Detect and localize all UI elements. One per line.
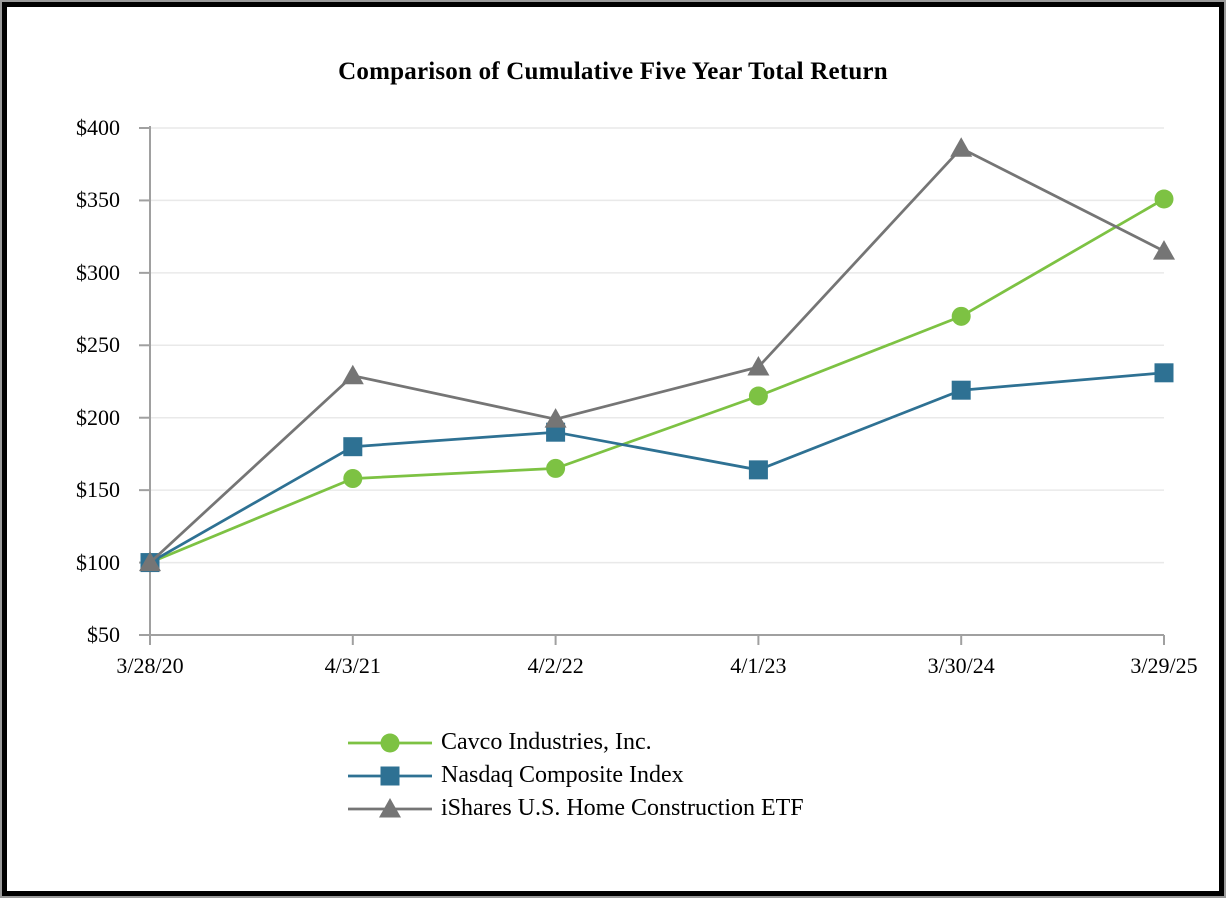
legend-swatch-square-icon [348,766,432,785]
y-tick-label: $50 [87,622,120,647]
data-point-nasdaq-composite-index [951,380,971,400]
y-tick-label: $300 [76,259,120,285]
chart-title: Comparison of Cumulative Five Year Total… [338,58,888,85]
legend-marker-square-icon [380,766,400,785]
data-point-cavco-industries-inc [546,458,566,478]
x-tick-label: 3/28/20 [116,653,184,678]
data-point-nasdaq-composite-index [748,460,768,480]
y-tick-label: $400 [76,115,120,140]
data-point-ishares-u-s-home-construction-etf [1153,240,1175,260]
legend-label: Cavco Industries, Inc. [441,729,652,755]
y-tick-label: $100 [76,549,120,575]
data-point-ishares-u-s-home-construction-etf [950,137,973,157]
y-tick-label: $150 [76,477,120,503]
series-line-nasdaq-composite-index [149,371,1165,564]
x-tick-label: 4/3/21 [324,653,381,678]
legend-swatch-triangle-icon [348,797,432,817]
legend-label: iShares U.S. Home Construction ETF [441,795,804,821]
data-point-cavco-industries-inc [1154,189,1174,209]
x-tick-label: 3/30/24 [927,653,995,678]
data-point-nasdaq-composite-index [343,437,363,457]
chart-legend: Cavco Industries, Inc. Nasdaq Composite I… [348,726,804,825]
x-tick-label: 4/1/23 [730,653,787,678]
legend-item: iShares U.S. Home Construction ETF [348,792,804,825]
y-tick-label: $250 [76,332,120,358]
series-line-ishares-u-s-home-construction-etf [149,146,1165,564]
legend-marker-circle-icon [380,733,400,752]
x-tick-label: 4/2/22 [527,653,584,678]
legend-swatch-circle-icon [348,733,432,752]
y-tick-label: $350 [76,187,120,213]
y-tick-label: $200 [76,404,120,430]
data-point-ishares-u-s-home-construction-etf [544,408,567,428]
data-point-nasdaq-composite-index [1154,363,1174,383]
series-line-cavco-industries-inc [149,197,1165,564]
data-point-ishares-u-s-home-construction-etf [341,364,364,385]
data-point-ishares-u-s-home-construction-etf [139,551,161,572]
legend-label: Nasdaq Composite Index [441,762,684,788]
data-point-cavco-industries-inc [951,306,971,326]
data-point-ishares-u-s-home-construction-etf [747,356,770,376]
data-point-cavco-industries-inc [748,386,768,406]
data-point-cavco-industries-inc [343,469,363,489]
legend-item: Cavco Industries, Inc. [348,726,804,759]
x-tick-label: 3/29/25 [1130,653,1198,678]
legend-item: Nasdaq Composite Index [348,759,804,792]
legend-marker-triangle-icon [379,797,401,817]
